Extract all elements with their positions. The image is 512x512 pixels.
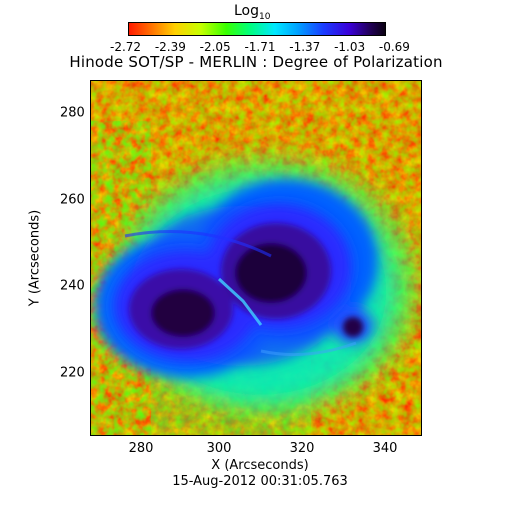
x-tick-label: 280 [128,441,154,456]
colorbar-tick-label: -2.05 [199,40,231,54]
colorbar [128,22,386,36]
observation-timestamp: 15-Aug-2012 00:31:05.763 [172,474,348,489]
colorbar-title-subscript: 10 [259,11,271,22]
polarization-map-image [91,81,421,435]
polarization-map [90,80,422,436]
x-tick-label: 300 [206,441,232,456]
colorbar-tick-label: -2.72 [110,40,142,54]
colorbar-tick-label: -1.37 [289,40,321,54]
colorbar-tick-label: -1.03 [334,40,366,54]
colorbar-tick-label: -0.69 [378,40,410,54]
colorbar-tick-label: -1.71 [244,40,276,54]
y-tick-label: 260 [60,192,85,208]
colorbar-title-base: Log [234,3,260,19]
plot-title: Hinode SOT/SP - MERLIN : Degree of Polar… [69,53,443,71]
x-tick-label: 340 [372,441,398,456]
colorbar-title: Log10 [234,3,270,22]
x-axis-label: X (Arcseconds) [211,458,309,473]
colorbar-tick-labels: -2.72 -2.39 -2.05 -1.71 -1.37 -1.03 -0.6… [110,40,410,54]
y-tick-label: 240 [60,278,85,294]
y-axis-label: Y (Arcseconds) [27,209,43,307]
colorbar-tick-label: -2.39 [154,40,186,54]
y-tick-label: 220 [60,365,85,381]
x-tick-label: 320 [289,441,315,456]
y-tick-label: 280 [60,105,85,121]
